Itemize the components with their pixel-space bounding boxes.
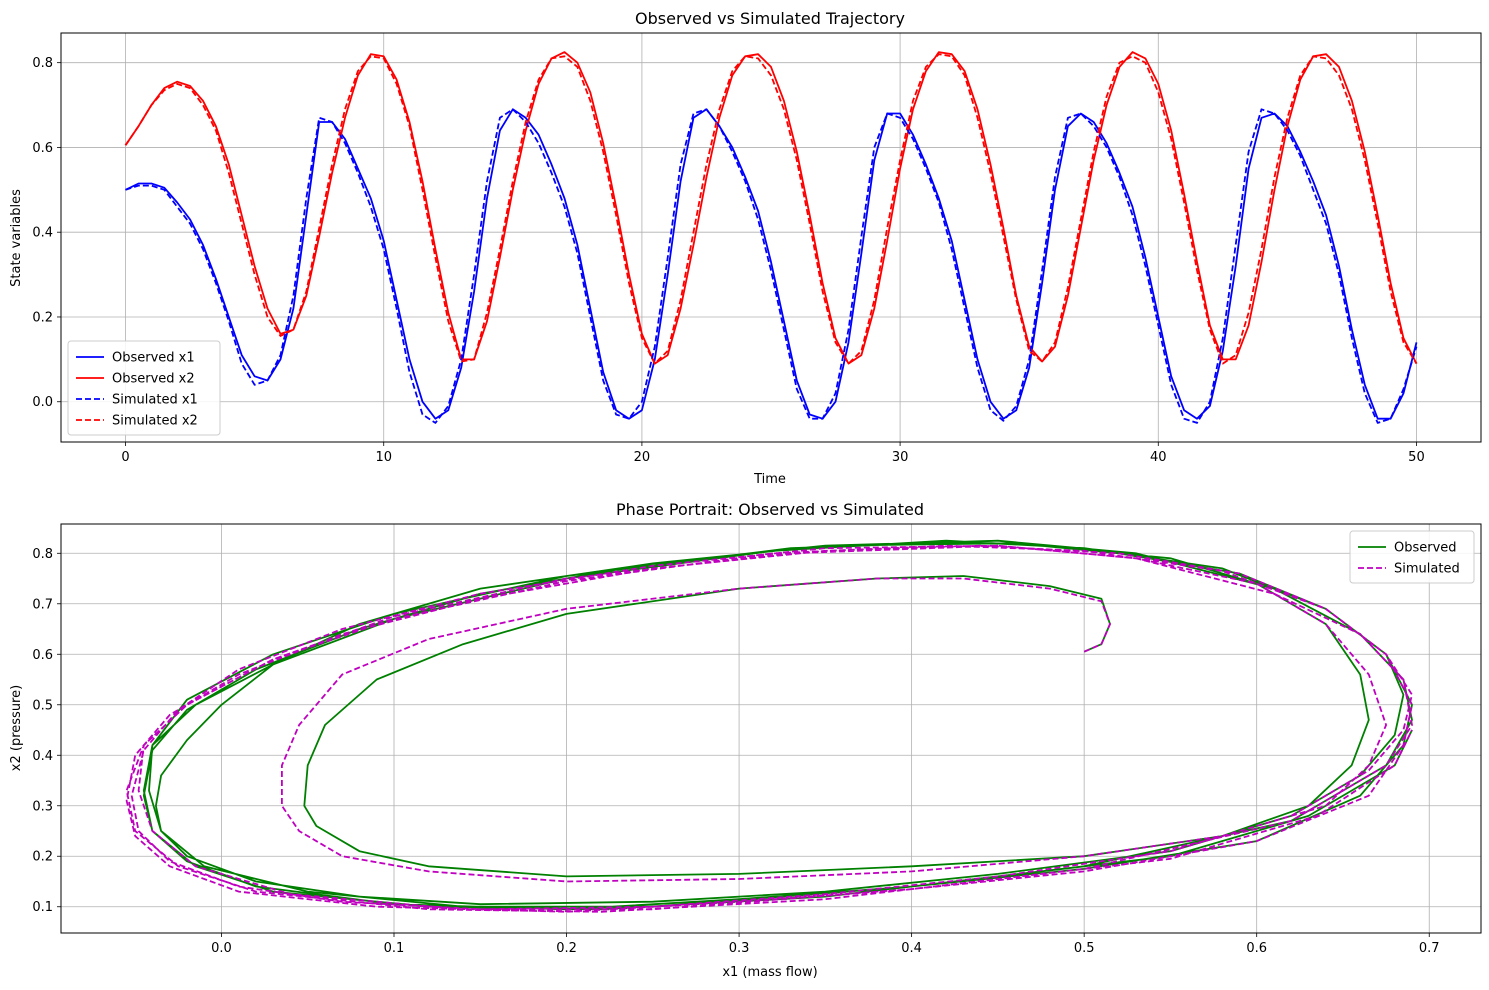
x-tick-label: 0.0	[211, 941, 232, 956]
phase-portrait-title: Phase Portrait: Observed vs Simulated	[616, 500, 924, 519]
x-tick-label: 20	[634, 450, 651, 465]
trajectory-chart: Observed vs Simulated Trajectory 0 10 20 30…	[9, 9, 1482, 487]
x-tick-label: 30	[892, 450, 909, 465]
series-line-simulated-x2	[124, 53, 1418, 365]
x-tick-label: 0.5	[1074, 941, 1095, 956]
series-line-simulated-x1	[125, 108, 1418, 424]
y-tick-label: 0.4	[32, 749, 53, 764]
trajectory-chart-title: Observed vs Simulated Trajectory	[635, 9, 905, 28]
trajectory-x-axis-label: Time	[753, 472, 786, 487]
y-tick-label: 0.3	[32, 799, 53, 814]
y-tick-label: 0.0	[32, 395, 53, 410]
y-tick-label: 0.8	[32, 547, 53, 562]
y-tick-label: 0.2	[32, 850, 53, 865]
phase-y-axis-label: x2 (pressure)	[9, 685, 24, 771]
y-tick-label: 0.2	[32, 310, 53, 325]
x-tick-label: 0.6	[1246, 941, 1267, 956]
legend-label: Observed x1	[112, 351, 195, 366]
legend-label: Simulated x2	[112, 414, 198, 429]
trajectory-legend: Observed x1 Observed x2 Simulated x1 Simula…	[67, 340, 221, 436]
y-tick-label: 0.5	[32, 698, 53, 713]
x-tick-label: 0	[121, 450, 129, 465]
x-tick-label: 0.3	[729, 941, 750, 956]
phase-legend: Observed Simulated	[1349, 530, 1475, 584]
y-tick-label: 0.4	[32, 226, 53, 241]
legend-label: Simulated	[1394, 562, 1460, 577]
y-tick-label: 0.6	[32, 141, 53, 156]
x-tick-label: 0.4	[901, 941, 922, 956]
x-tick-label: 0.2	[556, 941, 577, 956]
y-tick-label: 0.6	[32, 648, 53, 663]
x-tick-label: 0.7	[1419, 941, 1440, 956]
phase-x-axis-label: x1 (mass flow)	[722, 965, 817, 980]
trajectory-y-axis-label: State variables	[9, 189, 24, 287]
legend-box	[1349, 530, 1475, 584]
legend-label: Observed x2	[112, 372, 195, 387]
x-tick-label: 10	[375, 450, 392, 465]
y-tick-label: 0.8	[32, 56, 53, 71]
x-tick-label: 50	[1408, 450, 1425, 465]
legend-box	[67, 340, 221, 436]
phase-portrait-chart: Phase Portrait: Observed vs Simulated 0.…	[9, 500, 1482, 980]
y-tick-label: 0.1	[32, 900, 53, 915]
series-line-simulated	[125, 544, 1413, 913]
x-tick-label: 40	[1150, 450, 1167, 465]
legend-label: Simulated x1	[112, 393, 198, 408]
y-tick-label: 0.7	[32, 597, 53, 612]
legend-label: Observed	[1394, 541, 1457, 556]
x-tick-label: 0.1	[384, 941, 405, 956]
